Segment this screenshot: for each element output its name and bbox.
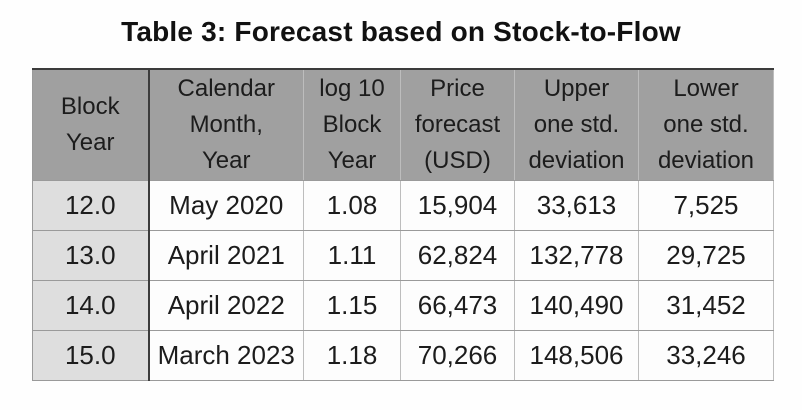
- lower-deviation-cell: 7,525: [638, 180, 774, 231]
- col-header-block-year: Block Year: [32, 68, 150, 181]
- col-header-calendar-month-year: Calendar Month, Year: [148, 68, 304, 181]
- table-title: Table 3: Forecast based on Stock-to-Flow: [121, 16, 681, 47]
- upper-deviation-cell: 33,613: [514, 180, 639, 231]
- block-year-cell: 12.0: [32, 180, 150, 231]
- log10-cell: 1.18: [303, 330, 401, 381]
- lower-deviation-cell: 31,452: [638, 280, 774, 331]
- calendar-month-cell: March 2023: [148, 330, 304, 381]
- col-header-price-forecast-usd: Price forecast (USD): [400, 68, 515, 181]
- price-forecast-cell: 66,473: [400, 280, 515, 331]
- block-year-cell: 14.0: [32, 280, 150, 331]
- table-row: 14.0 April 2022 1.15 66,473 140,490 31,4…: [32, 280, 774, 331]
- col-header-log10-block-year: log 10 Block Year: [303, 68, 401, 181]
- table-row: 12.0 May 2020 1.08 15,904 33,613 7,525: [32, 180, 774, 231]
- lower-deviation-cell: 33,246: [638, 330, 774, 381]
- calendar-month-cell: May 2020: [148, 180, 304, 231]
- log10-cell: 1.15: [303, 280, 401, 331]
- block-year-cell: 15.0: [32, 330, 150, 381]
- price-forecast-cell: 70,266: [400, 330, 515, 381]
- upper-deviation-cell: 132,778: [514, 230, 639, 281]
- table-header-row: Block Year Calendar Month, Year log 10 B…: [32, 68, 774, 181]
- table-row: 13.0 April 2021 1.11 62,824 132,778 29,7…: [32, 230, 774, 281]
- lower-deviation-cell: 29,725: [638, 230, 774, 281]
- calendar-month-cell: April 2021: [148, 230, 304, 281]
- upper-deviation-cell: 140,490: [514, 280, 639, 331]
- block-year-cell: 13.0: [32, 230, 150, 281]
- price-forecast-cell: 62,824: [400, 230, 515, 281]
- calendar-month-cell: April 2022: [148, 280, 304, 331]
- col-header-upper-one-std-deviation: Upper one std. deviation: [514, 68, 639, 181]
- log10-cell: 1.08: [303, 180, 401, 231]
- forecast-table: Block Year Calendar Month, Year log 10 B…: [32, 68, 774, 381]
- col-header-lower-one-std-deviation: Lower one std. deviation: [638, 68, 774, 181]
- log10-cell: 1.11: [303, 230, 401, 281]
- table-row: 15.0 March 2023 1.18 70,266 148,506 33,2…: [32, 330, 774, 381]
- upper-deviation-cell: 148,506: [514, 330, 639, 381]
- price-forecast-cell: 15,904: [400, 180, 515, 231]
